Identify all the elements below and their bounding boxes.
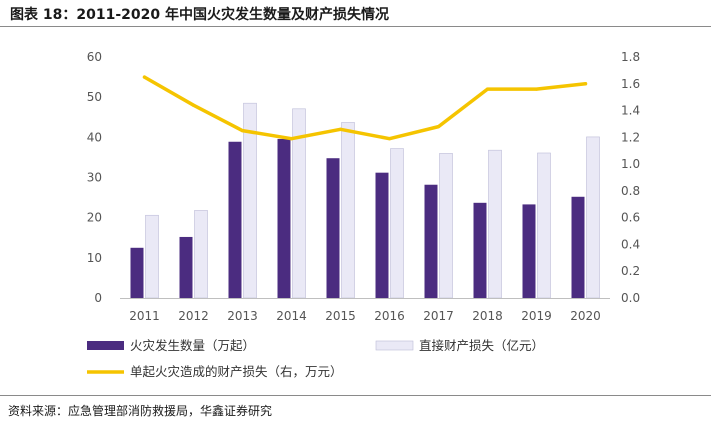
point-single-loss-2016	[387, 137, 392, 141]
bar-direct-loss-2011	[145, 214, 159, 299]
x-tick-label: 2014	[276, 309, 307, 323]
point-single-loss-2015	[338, 127, 343, 131]
source-note: 资料来源：应急管理部消防救援局，华鑫证券研究	[8, 404, 273, 418]
top-divider	[0, 26, 711, 27]
x-tick-label: 2020	[570, 309, 601, 323]
bar-fire-count-2012	[179, 236, 193, 298]
x-tick-label: 2019	[521, 309, 552, 323]
point-single-loss-2011	[142, 75, 147, 79]
y-left-tick-label: 20	[87, 211, 102, 225]
y-right-tick-label: 1.8	[621, 50, 640, 64]
line-single-loss	[142, 75, 588, 141]
y-left-tick-label: 10	[87, 251, 102, 265]
legend-swatch-direct-loss	[375, 340, 414, 351]
y-right-tick-label: 0.2	[621, 264, 640, 278]
x-tick-label: 2012	[178, 309, 209, 323]
point-single-loss-2019	[534, 87, 539, 91]
x-tick-label: 2018	[472, 309, 503, 323]
y-left-tick-label: 30	[87, 171, 102, 185]
bar-direct-loss-2020	[586, 136, 600, 299]
y-left-tick-label: 0	[94, 291, 102, 305]
legend-label-fire-count: 火灾发生数量（万起）	[130, 338, 255, 353]
bar-direct-loss-2017	[439, 153, 453, 299]
point-single-loss-2018	[485, 87, 490, 91]
bar-direct-loss-2012	[194, 210, 208, 299]
point-single-loss-2020	[583, 82, 588, 86]
bar-fire-count-2020	[571, 196, 585, 298]
bar-fire-count-2014	[277, 138, 291, 298]
point-single-loss-2017	[436, 125, 441, 129]
y-right-tick-label: 1.0	[621, 157, 640, 171]
y-right-tick-label: 0.4	[621, 237, 640, 251]
bar-fire-count-2016	[375, 172, 389, 298]
bar-fire-count-2013	[228, 141, 242, 298]
bar-direct-loss-2018	[488, 149, 502, 299]
bottom-divider	[0, 395, 711, 396]
y-right-tick-label: 0.8	[621, 184, 640, 198]
x-tick-label: 2017	[423, 309, 454, 323]
bar-fire-count-2017	[424, 184, 438, 298]
bar-fire-count-2018	[473, 202, 487, 298]
x-tick-label: 2016	[374, 309, 405, 323]
y-right-tick-label: 0.6	[621, 211, 640, 225]
y-left-tick-label: 60	[87, 50, 102, 64]
y-right-tick-label: 1.4	[621, 104, 640, 118]
x-tick-label: 2011	[129, 309, 160, 323]
legend-swatch-fire-count	[87, 341, 124, 350]
point-single-loss-2014	[289, 137, 294, 141]
y-left-tick-label: 50	[87, 90, 102, 104]
x-tick-label: 2015	[325, 309, 356, 323]
y-right-tick-label: 1.2	[621, 130, 640, 144]
bar-direct-loss-2019	[537, 152, 551, 299]
y-right-tick-label: 0.0	[621, 291, 640, 305]
y-left-tick-label: 40	[87, 130, 102, 144]
bar-direct-loss-2016	[390, 148, 404, 299]
x-tick-label: 2013	[227, 309, 258, 323]
point-single-loss-2013	[240, 129, 245, 133]
point-single-loss-2012	[191, 103, 196, 107]
bar-direct-loss-2015	[341, 122, 355, 299]
y-right-tick-label: 1.6	[621, 77, 640, 91]
legend-label-single-loss: 单起火灾造成的财产损失（右，万元）	[130, 364, 343, 379]
legend-label-direct-loss: 直接财产损失（亿元）	[419, 338, 544, 353]
chart-title: 图表 18：2011-2020 年中国火灾发生数量及财产损失情况	[10, 7, 389, 23]
bar-fire-count-2019	[522, 204, 536, 298]
bar-fire-count-2015	[326, 158, 340, 298]
bar-fire-count-2011	[130, 247, 144, 298]
